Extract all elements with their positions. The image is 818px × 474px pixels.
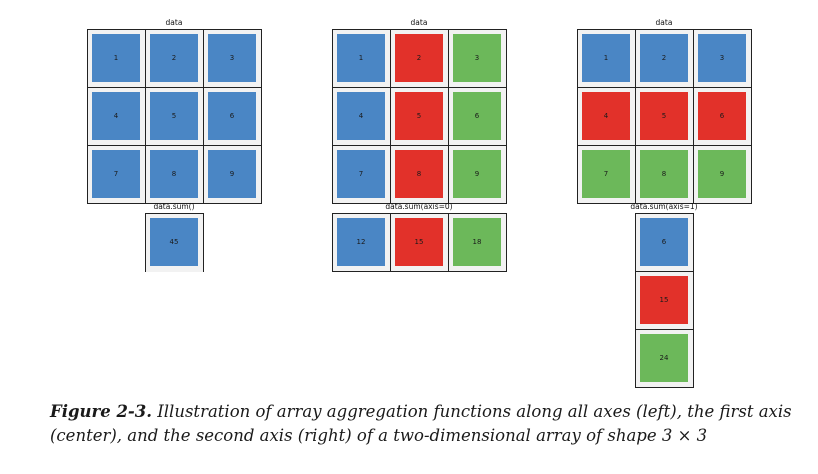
data-title-all-axes: data xyxy=(165,18,183,27)
figure-caption: Figure 2-3. Illustration of array aggreg… xyxy=(50,400,810,448)
data-grid-axis-1-divider-v xyxy=(693,30,694,204)
data-grid-axis-0-cell: 2 xyxy=(395,34,443,82)
result-grid-axis-1-cell: 15 xyxy=(640,276,688,324)
data-grid-all-axes-divider-v xyxy=(145,30,146,204)
result-grid-all-axes: 45 xyxy=(145,213,204,272)
data-grid-axis-0-cell: 8 xyxy=(395,150,443,198)
data-grid-all-axes-cell: 4 xyxy=(92,92,140,140)
result-grid-axis-1-divider-h xyxy=(636,271,694,272)
data-grid-axis-1-cell: 8 xyxy=(640,150,688,198)
data-grid-all-axes-cell: 7 xyxy=(92,150,140,198)
data-grid-axis-1-cell: 2 xyxy=(640,34,688,82)
data-grid-axis-1-divider-v xyxy=(635,30,636,204)
data-grid-axis-1-divider-h xyxy=(578,87,752,88)
data-grid-axis-0-cell: 7 xyxy=(337,150,385,198)
result-grid-axis-1: 6 15 24 xyxy=(635,213,694,388)
data-grid-axis-1-cell: 6 xyxy=(698,92,746,140)
result-grid-axis-1-divider-h xyxy=(636,329,694,330)
data-grid-all-axes-cell: 1 xyxy=(92,34,140,82)
data-grid-all-axes-cell: 5 xyxy=(150,92,198,140)
result-title-all-axes: data.sum() xyxy=(153,202,195,211)
data-grid-axis-1-cell: 4 xyxy=(582,92,630,140)
result-grid-axis-0-cell: 15 xyxy=(395,218,443,266)
result-grid-axis-0-divider-v xyxy=(448,214,449,272)
data-grid-axis-0-cell: 4 xyxy=(337,92,385,140)
data-grid-axis-0-divider-h xyxy=(333,145,507,146)
caption-text: Illustration of array aggregation functi… xyxy=(50,402,792,445)
result-grid-axis-0: 12 15 18 xyxy=(332,213,507,272)
data-grid-axis-1-cell: 5 xyxy=(640,92,688,140)
data-grid-axis-0-cell: 3 xyxy=(453,34,501,82)
result-grid-axis-0-cell: 18 xyxy=(453,218,501,266)
result-grid-all-axes-cell: 45 xyxy=(150,218,198,266)
data-grid-axis-1-cell: 9 xyxy=(698,150,746,198)
result-grid-axis-0-divider-v xyxy=(390,214,391,272)
data-grid-axis-0-divider-h xyxy=(333,87,507,88)
data-grid-all-axes-divider-h xyxy=(88,87,262,88)
data-title-axis-1: data xyxy=(655,18,673,27)
caption-label: Figure 2-3. xyxy=(50,402,153,421)
data-grid-axis-0-cell: 1 xyxy=(337,34,385,82)
data-grid-axis-1-cell: 7 xyxy=(582,150,630,198)
data-title-axis-0: data xyxy=(410,18,428,27)
data-grid-all-axes-divider-v xyxy=(203,30,204,204)
data-grid-all-axes-cell: 3 xyxy=(208,34,256,82)
data-grid-axis-0-cell: 9 xyxy=(453,150,501,198)
data-grid-axis-1-divider-h xyxy=(578,145,752,146)
data-grid-axis-1-cell: 1 xyxy=(582,34,630,82)
data-grid-all-axes-cell: 8 xyxy=(150,150,198,198)
result-grid-axis-1-cell: 24 xyxy=(640,334,688,382)
data-grid-axis-0-cell: 5 xyxy=(395,92,443,140)
data-grid-all-axes-cell: 2 xyxy=(150,34,198,82)
data-grid-all-axes-cell: 9 xyxy=(208,150,256,198)
result-grid-axis-0-cell: 12 xyxy=(337,218,385,266)
result-title-axis-1: data.sum(axis=1) xyxy=(630,202,698,211)
result-title-axis-0: data.sum(axis=0) xyxy=(385,202,453,211)
result-grid-axis-1-cell: 6 xyxy=(640,218,688,266)
data-grid-all-axes-divider-h xyxy=(88,145,262,146)
data-grid-axis-0-divider-v xyxy=(448,30,449,204)
data-grid-axis-0-divider-v xyxy=(390,30,391,204)
data-grid-all-axes-cell: 6 xyxy=(208,92,256,140)
data-grid-axis-1-cell: 3 xyxy=(698,34,746,82)
data-grid-axis-0-cell: 6 xyxy=(453,92,501,140)
